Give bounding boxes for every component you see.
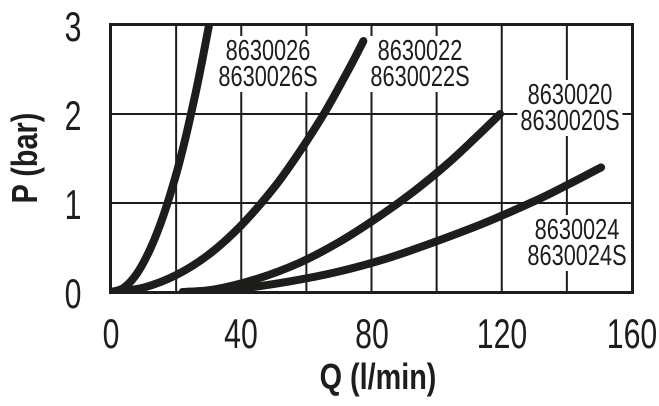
curve-8630024 <box>181 163 606 292</box>
y-axis-title: P (bar) <box>4 112 45 204</box>
y-tick-label-2: 2 <box>64 92 82 139</box>
y-tick-label-0: 0 <box>64 270 82 317</box>
curve-label-line: 8630020 <box>527 78 613 111</box>
curves-canvas <box>111 25 632 292</box>
curve-8630026 <box>111 25 214 292</box>
curve-label-line: 8630022S <box>370 61 470 94</box>
x-axis-title: Q (l/min) <box>319 356 437 397</box>
curve-label-line: 8630024 <box>534 214 619 247</box>
curve-8630020 <box>178 110 505 292</box>
curve-label-8630026: 8630026 8630026S <box>215 35 321 94</box>
x-tick-label-40: 40 <box>224 310 259 357</box>
curve-label-8630020: 8630020 8630020S <box>517 78 623 137</box>
curve-label-line: 8630026 <box>225 35 311 68</box>
x-tick-label-0: 0 <box>102 310 120 357</box>
y-tick-label-3: 3 <box>64 3 82 50</box>
curve-label-line: 8630026S <box>218 61 318 94</box>
curve-label-8630024: 8630024 8630024S <box>524 214 630 273</box>
x-tick-label-80: 80 <box>354 310 389 357</box>
plot-area <box>111 25 632 292</box>
x-tick-label-120: 120 <box>476 310 527 357</box>
curve-label-line: 8630022 <box>378 35 463 68</box>
curve-label-line: 8630020S <box>520 104 620 137</box>
x-tick-label-160: 160 <box>606 310 658 357</box>
y-tick-label-1: 1 <box>64 181 82 228</box>
curve-label-8630022: 8630022 8630022S <box>367 35 473 94</box>
curve-8630022 <box>111 37 368 292</box>
curve-label-line: 8630024S <box>527 240 627 273</box>
